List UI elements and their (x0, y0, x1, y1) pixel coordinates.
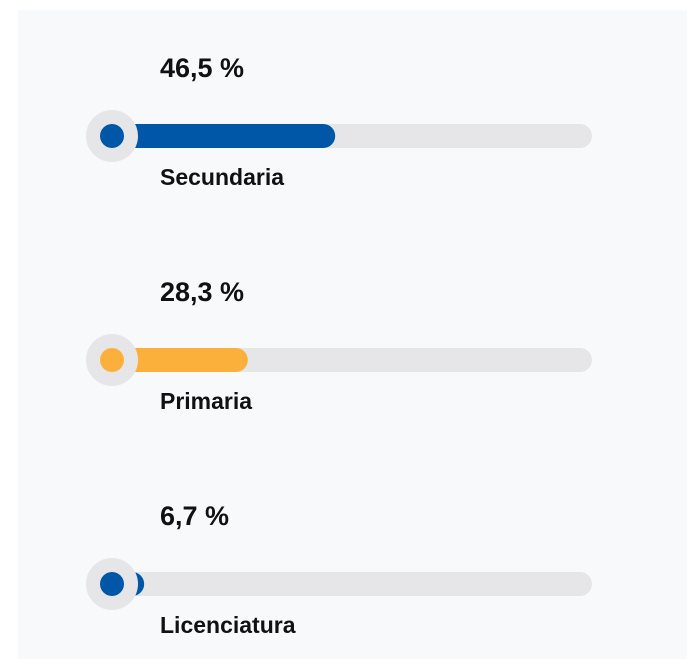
category-label: Primaria (160, 388, 252, 414)
category-label: Secundaria (160, 164, 284, 190)
value-label: 46,5 % (160, 53, 244, 83)
bar (112, 348, 248, 372)
value-label: 28,3 % (160, 277, 244, 307)
bar (112, 124, 336, 148)
handle-dot (100, 572, 124, 596)
value-label: 6,7 % (160, 501, 229, 531)
handle-dot (100, 348, 124, 372)
track (112, 572, 592, 596)
category-label: Licenciatura (160, 612, 296, 638)
handle-dot (100, 124, 124, 148)
